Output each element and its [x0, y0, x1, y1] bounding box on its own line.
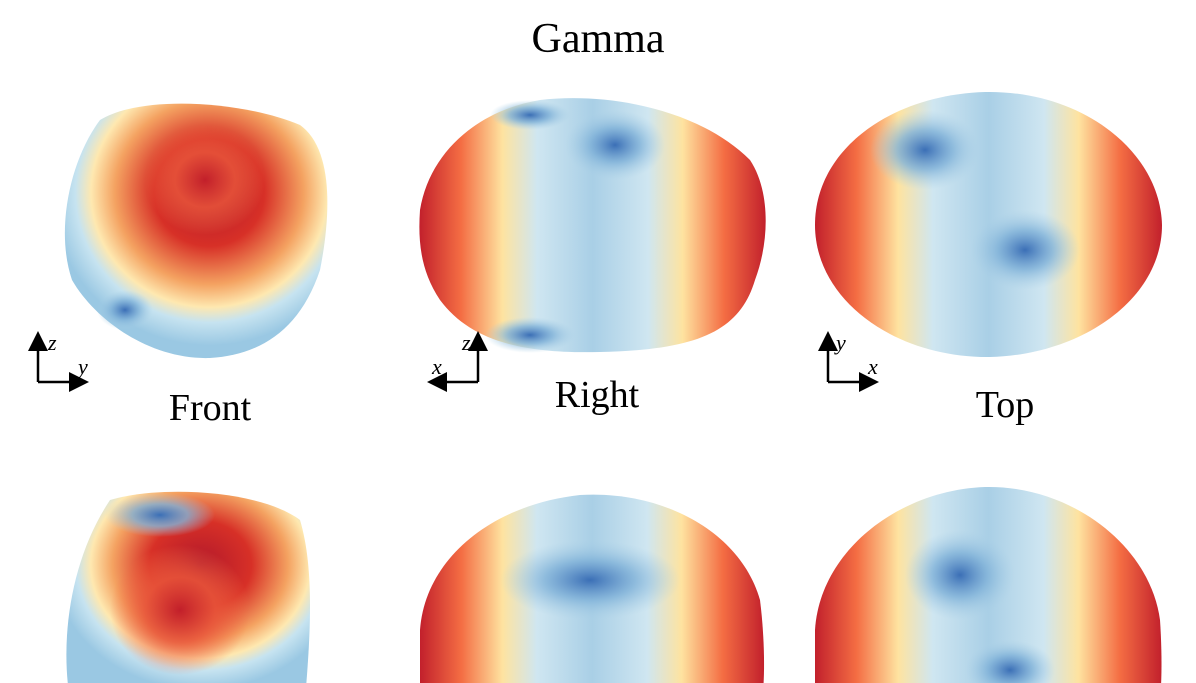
axis-label: y	[834, 330, 846, 355]
axis-label: z	[47, 330, 57, 355]
view-label: Front	[169, 387, 252, 429]
axis-label: z	[461, 330, 471, 355]
axis-icon: y x	[818, 330, 879, 392]
view-label: Top	[976, 384, 1035, 426]
right-render	[420, 494, 765, 683]
axis-label: y	[76, 354, 88, 379]
axis-label: x	[867, 354, 878, 379]
front-render	[64, 103, 328, 359]
view-label: Right	[555, 374, 640, 416]
front-render	[66, 491, 310, 683]
right-render	[419, 98, 766, 353]
top-render	[815, 91, 1162, 358]
axis-label: x	[431, 354, 442, 379]
axis-icon: z y	[28, 330, 89, 392]
top-render	[815, 486, 1162, 683]
figure-title: Gamma	[532, 16, 665, 62]
axis-icon: z x	[427, 330, 488, 392]
